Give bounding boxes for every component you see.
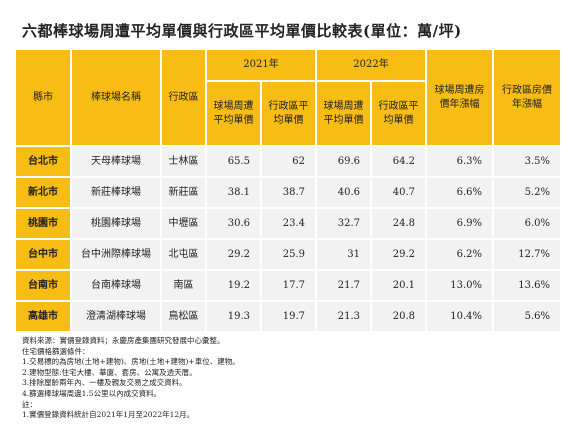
data-cell: 21.3	[315, 300, 373, 333]
title: 六都棒球場周遭平均單價與行政區平均單價比較表(單位：萬/坪)	[22, 22, 462, 40]
note-line: 資料來源：實價登錄資料；永慶房產集團研究發展中心彙整。	[22, 336, 225, 345]
data-cell: 新莊棒球場	[70, 176, 162, 209]
city-cell: 高雄市	[14, 300, 72, 333]
notes: 資料來源：實價登錄資料；永慶房產集團研究發展中心彙整。 住宅價格篩選條件： 1.交易…	[22, 336, 240, 421]
data-cell: 6.3%	[425, 145, 495, 178]
data-cell: 13.0%	[425, 269, 495, 302]
header-cell: 2021年	[204, 48, 318, 82]
data-cell: 20.1	[370, 269, 428, 302]
header-cell: 行政區平均單價	[370, 80, 428, 147]
header-cell: 縣市	[14, 48, 72, 147]
data-cell: 19.2	[205, 269, 262, 302]
city-cell: 台中市	[14, 238, 72, 271]
city-cell: 桃園市	[14, 207, 72, 240]
header-cell: 行政區平均單價	[259, 80, 318, 147]
data-cell: 40.7	[370, 176, 428, 209]
data-cell: 20.8	[370, 300, 428, 333]
data-cell: 31	[315, 238, 373, 271]
data-cell: 40.6	[315, 176, 373, 209]
data-row: 桃園市 桃園棒球場 中壢區 30.6 23.4 32.7 24.8 6.9% 6.0%	[14, 207, 563, 240]
data-cell: 天母棒球場	[70, 145, 162, 178]
note-line: 註：	[22, 399, 37, 409]
data-cell: 桃園棒球場	[70, 207, 162, 240]
data-cell: 62	[259, 145, 318, 178]
data-cell: 38.7	[259, 176, 318, 209]
data-cell: 5.2%	[492, 176, 563, 209]
header-row: 縣市 棒球場名稱 行政區 2021年 2022年 球場周遭房價年漲幅 行政區房價年漲幅	[14, 48, 563, 147]
note-line: 1.實價登錄資料統計自2021年1月至2022年12月。	[22, 410, 195, 420]
data-cell: 台南棒球場	[70, 269, 162, 302]
data-cell: 6.0%	[492, 207, 563, 240]
data-cell: 64.2	[370, 145, 428, 178]
data-cell: 中壢區	[160, 207, 207, 240]
data-cell: 3.5%	[492, 145, 563, 178]
data-cell: 30.6	[205, 207, 262, 240]
note-line: 4.篩選棒球場周邊1.5公里以內成交資料。	[22, 388, 162, 398]
header-cell: 行政區	[160, 48, 207, 147]
note-line: 2.建物型態:住宅大樓、華廈、套房、公寓及透天厝。	[22, 367, 197, 377]
header-cell: 2022年	[315, 48, 428, 82]
data-cell: 新莊區	[160, 176, 207, 209]
data-cell: 38.1	[205, 176, 262, 209]
note-line: 1.交易標的為房地(土地+建物)、房地(土地+建物)+車位、建物。	[22, 357, 240, 367]
data-cell: 23.4	[259, 207, 318, 240]
data-cell: 25.9	[259, 238, 318, 271]
header-cell: 球場周遭平均單價	[205, 80, 262, 147]
header-cell: 棒球場名稱	[70, 48, 162, 147]
city-cell: 新北市	[14, 176, 72, 209]
data-row: 高雄市 澄清湖棒球場 鳥松區 19.3 19.7 21.3 20.8 10.4% 5.6%	[14, 300, 563, 333]
data-cell: 北屯區	[160, 238, 207, 271]
header-cell: 球場周遭平均單價	[315, 80, 373, 147]
note-line: 住宅價格篩選條件：	[22, 346, 90, 356]
header-cell: 球場周遭房價年漲幅	[425, 48, 495, 147]
data-cell: 台中洲際棒球場	[70, 238, 162, 271]
city-cell: 台南市	[14, 269, 72, 302]
data-cell: 13.6%	[492, 269, 563, 302]
note-line: 3.排除屋齡兩年內、一樓及親友交易之成交資料。	[22, 378, 187, 388]
data-cell: 19.3	[205, 300, 262, 333]
header-cell: 行政區房價年漲幅	[492, 48, 563, 147]
data-row: 新北市 新莊棒球場 新莊區 38.1 38.7 40.6 40.7 6.6% 5.2%	[14, 176, 563, 209]
comparison-table: 縣市 棒球場名稱 行政區 2021年 2022年 球場周遭房價年漲幅 行政區房價年漲幅 球場周…	[14, 48, 563, 333]
data-cell: 鳥松區	[160, 300, 207, 333]
data-cell: 29.2	[205, 238, 262, 271]
data-row: 台中市 台中洲際棒球場 北屯區 29.2 25.9 31 29.2 6.2% 12.7%	[14, 238, 563, 271]
data-cell: 6.2%	[425, 238, 495, 271]
data-cell: 65.5	[205, 145, 262, 178]
data-cell: 24.8	[370, 207, 428, 240]
data-cell: 32.7	[315, 207, 373, 240]
data-cell: 6.9%	[425, 207, 495, 240]
data-cell: 17.7	[259, 269, 318, 302]
data-cell: 10.4%	[425, 300, 495, 333]
data-cell: 澄清湖棒球場	[70, 300, 162, 333]
data-cell: 南區	[160, 269, 207, 302]
data-row: 台南市 台南棒球場 南區 19.2 17.7 21.7 20.1 13.0% 13.6%	[14, 269, 563, 302]
header-row: 球場周遭平均單價 行政區平均單價 球場周遭平均單價 行政區平均單價	[15, 80, 561, 147]
data-cell: 29.2	[370, 238, 428, 271]
data-cell: 6.6%	[425, 176, 495, 209]
data-row: 台北市 天母棒球場 士林區 65.5 62 69.6 64.2 6.3% 3.5%	[14, 145, 563, 178]
city-cell: 台北市	[14, 145, 72, 178]
data-cell: 19.7	[259, 300, 318, 333]
data-cell: 21.7	[315, 269, 373, 302]
data-cell: 12.7%	[492, 238, 563, 271]
data-cell: 69.6	[315, 145, 373, 178]
data-cell: 士林區	[160, 145, 207, 178]
data-cell: 5.6%	[492, 300, 563, 333]
